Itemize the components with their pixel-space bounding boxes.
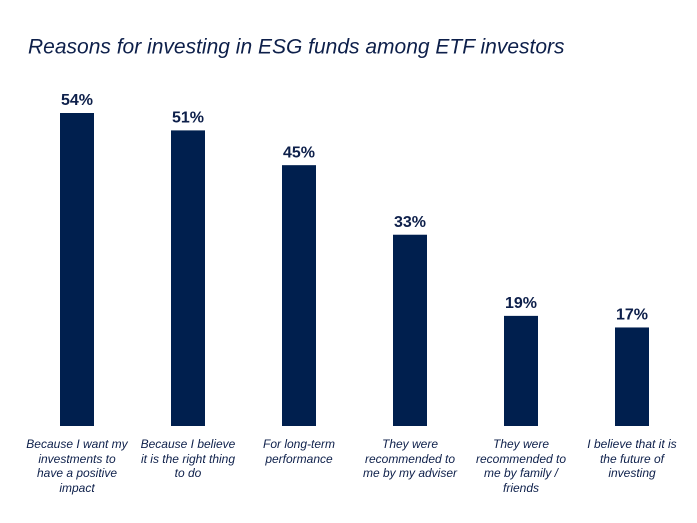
bar (504, 315, 538, 426)
value-label: 33% (394, 214, 426, 231)
x-tick-label: Because I want my investments to have a … (26, 437, 128, 495)
value-label: 51% (172, 110, 204, 127)
bar (282, 165, 316, 426)
bar (615, 327, 649, 426)
x-tick-label: I believe that it is the future of inves… (587, 437, 677, 480)
x-tick-label: For long-term performance (262, 437, 336, 466)
bar (393, 234, 427, 426)
value-label: 17% (616, 307, 648, 324)
x-tick-label: They were recommended to me by my advise… (362, 437, 458, 480)
bar (60, 113, 94, 426)
x-tick-label: They were recommended to me by family / … (475, 437, 567, 495)
chart-title: Reasons for investing in ESG funds among… (28, 36, 565, 59)
value-label: 45% (283, 144, 315, 161)
bar (171, 130, 205, 426)
x-tick-label: Because I believe it is the right thing … (140, 437, 236, 480)
value-label: 54% (61, 92, 93, 109)
value-label: 19% (505, 295, 537, 312)
